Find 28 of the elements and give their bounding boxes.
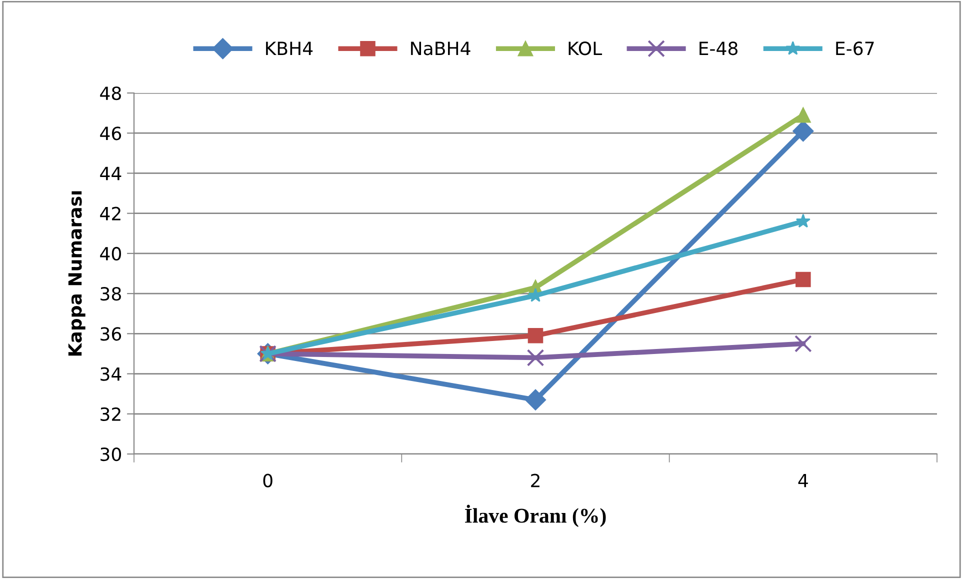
point xyxy=(794,335,812,352)
point xyxy=(792,120,814,142)
point xyxy=(524,389,546,410)
legend-label: KBH4 xyxy=(266,42,313,55)
x-tick-label: 0 xyxy=(263,474,272,488)
x-tick-label: 4 xyxy=(798,474,808,488)
y-tick-label: 30 xyxy=(100,447,121,462)
y-tick-label: 42 xyxy=(100,206,120,220)
y-tick-label: 36 xyxy=(100,327,122,341)
legend-label: KOL xyxy=(568,42,602,56)
legend-label: NaBH4 xyxy=(411,42,470,56)
legend-label: E-48 xyxy=(700,42,738,56)
y-axis-title: Kappa Numarası xyxy=(68,191,86,356)
point xyxy=(528,328,544,344)
y-tick-label: 46 xyxy=(100,126,122,140)
y-tick-label: 48 xyxy=(100,86,121,100)
x-tick-label: 2 xyxy=(531,474,540,488)
y-tick-label: 38 xyxy=(100,287,121,301)
point xyxy=(796,107,811,123)
y-tick-label: 34 xyxy=(100,367,122,381)
point xyxy=(526,349,544,366)
y-tick-label: 44 xyxy=(100,166,122,180)
point xyxy=(796,214,810,228)
x-axis-title: İlave Oranı (%) xyxy=(465,504,606,528)
y-tick-label: 40 xyxy=(100,246,121,261)
point xyxy=(796,272,811,288)
legend-label: E-67 xyxy=(836,42,874,56)
y-tick-label: 32 xyxy=(100,407,120,422)
